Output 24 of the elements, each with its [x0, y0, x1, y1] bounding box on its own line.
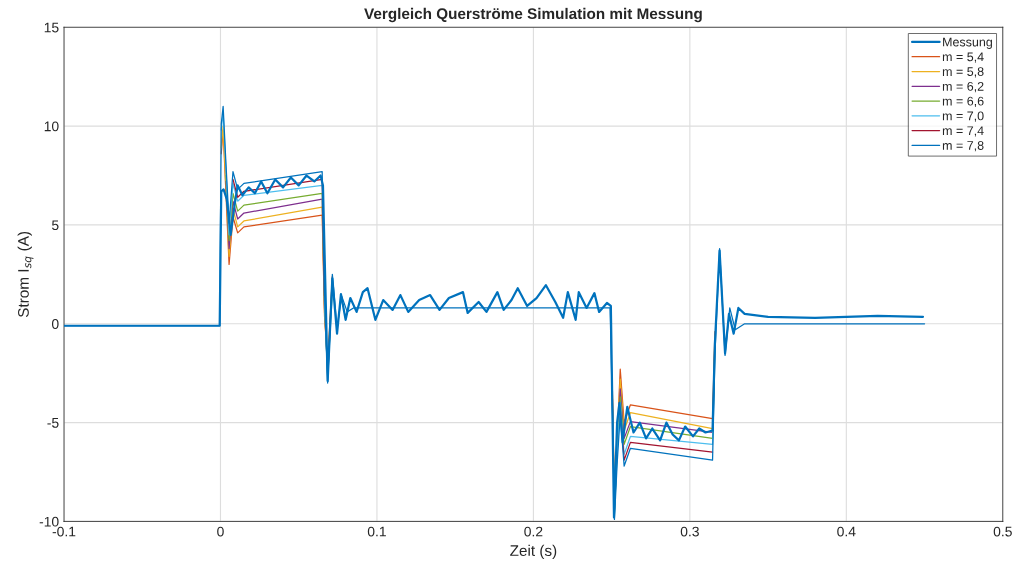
chart-title: Vergleich Querströme Simulation mit Messung: [364, 7, 702, 23]
x-axis-title: Zeit (s): [510, 544, 557, 560]
y-axis-title: Strom I$_{sq}$ (A): [17, 231, 34, 318]
legend-label: Messung: [943, 37, 992, 49]
legend-label: m = 5,8: [942, 67, 984, 78]
x-tick-label: -0.1: [52, 526, 76, 537]
y-tick-label: -5: [47, 418, 59, 428]
y-tick-label: 5: [51, 220, 59, 231]
x-tick-label: 0.3: [680, 526, 699, 537]
legend-label: m = 5,4: [942, 52, 984, 63]
y-tick-label: 10: [44, 121, 59, 132]
x-tick-label: 0: [217, 526, 224, 537]
legend-label: m = 7,4: [942, 126, 984, 137]
legend-label: m = 7,0: [942, 111, 984, 122]
x-tick-label: 0.1: [367, 526, 386, 537]
x-tick-label: 0.4: [837, 526, 856, 537]
y-tick-label: -10: [39, 516, 59, 527]
legend-label: m = 6,2: [942, 81, 984, 93]
y-tick-label: 0: [51, 319, 59, 329]
legend-label: m = 6,6: [942, 96, 984, 108]
x-tick-label: 0.5: [993, 526, 1012, 537]
legend-label: m = 7,8: [942, 141, 984, 152]
y-tick-label: 15: [44, 22, 59, 33]
x-tick-label: 0.2: [524, 526, 543, 537]
